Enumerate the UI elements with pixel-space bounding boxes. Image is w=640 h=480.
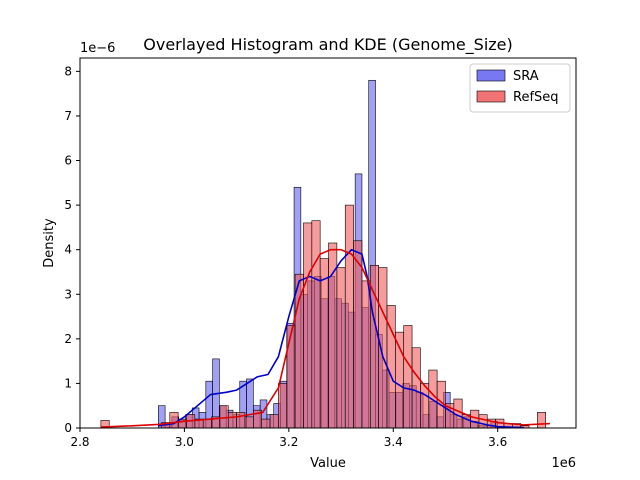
- legend: SRA RefSeq: [469, 63, 571, 113]
- y-tick-label: 1: [64, 376, 72, 390]
- y-tick-label: 7: [64, 109, 72, 123]
- axes-frame: [79, 57, 577, 429]
- hist-bar-refseq: [311, 220, 321, 429]
- hist-bar-refseq: [227, 412, 237, 429]
- hist-bar-refseq: [202, 418, 212, 429]
- x-tick-label: 3.6: [488, 435, 507, 449]
- hist-bar-refseq: [236, 412, 246, 429]
- y-tick-label: 0: [64, 421, 72, 435]
- legend-label-sra: SRA: [513, 69, 539, 84]
- hist-bar-refseq: [319, 258, 329, 429]
- legend-label-refseq: RefSeq: [513, 90, 559, 105]
- x-tick-label: 2.8: [70, 435, 89, 449]
- hist-bar-refseq: [269, 414, 279, 429]
- kde-line-sra: [158, 248, 524, 429]
- hist-bar-refseq: [286, 325, 296, 429]
- hist-bar-refseq: [169, 412, 179, 429]
- y-axis-label: Density: [42, 218, 57, 268]
- x-tick-label: 3.0: [175, 435, 194, 449]
- hist-bar-refseq: [353, 240, 363, 429]
- hist-bar-refseq: [328, 242, 338, 429]
- y-tick-label: 4: [64, 243, 72, 257]
- y-ticks: 0 1 2 3 4 5 6 7 8: [64, 64, 80, 435]
- y-tick-label: 2: [64, 332, 72, 346]
- legend-swatch-sra: [476, 69, 506, 82]
- x-ticks: 2.8 3.0 3.2 3.4 3.6: [70, 428, 507, 449]
- kde-line-refseq: [100, 248, 550, 428]
- x-axis-label: Value: [310, 456, 346, 471]
- x-tick-label: 3.2: [279, 435, 298, 449]
- legend-swatch-refseq: [476, 90, 506, 103]
- hist-bar-refseq: [344, 204, 354, 429]
- hist-bar-refseq: [244, 416, 254, 429]
- y-tick-label: 3: [64, 287, 72, 301]
- hist-bar-refseq: [261, 418, 271, 429]
- hist-bar-refseq: [303, 222, 313, 429]
- hist-bar-refseq: [420, 383, 430, 429]
- hist-bar-refseq: [470, 409, 480, 429]
- hist-bar-refseq: [378, 267, 388, 429]
- hist-bar-refseq: [537, 412, 547, 429]
- chart-title: Overlayed Histogram and KDE (Genome_Size…: [143, 35, 513, 55]
- hist-bar-refseq: [411, 347, 421, 429]
- y-tick-label: 8: [64, 64, 72, 78]
- hist-bar-refseq: [219, 405, 229, 429]
- hist-bar-refseq: [336, 267, 346, 429]
- x-tick-label: 3.4: [384, 435, 403, 449]
- x-offset-label: 1e6: [551, 456, 576, 471]
- hist-bar-refseq: [278, 383, 288, 429]
- hist-bar-refseq: [361, 280, 371, 429]
- hist-bar-refseq: [403, 325, 413, 429]
- y-offset-label: 1e−6: [80, 41, 115, 56]
- y-tick-label: 5: [64, 198, 72, 212]
- y-tick-label: 6: [64, 154, 72, 168]
- hist-bar-refseq: [478, 414, 488, 429]
